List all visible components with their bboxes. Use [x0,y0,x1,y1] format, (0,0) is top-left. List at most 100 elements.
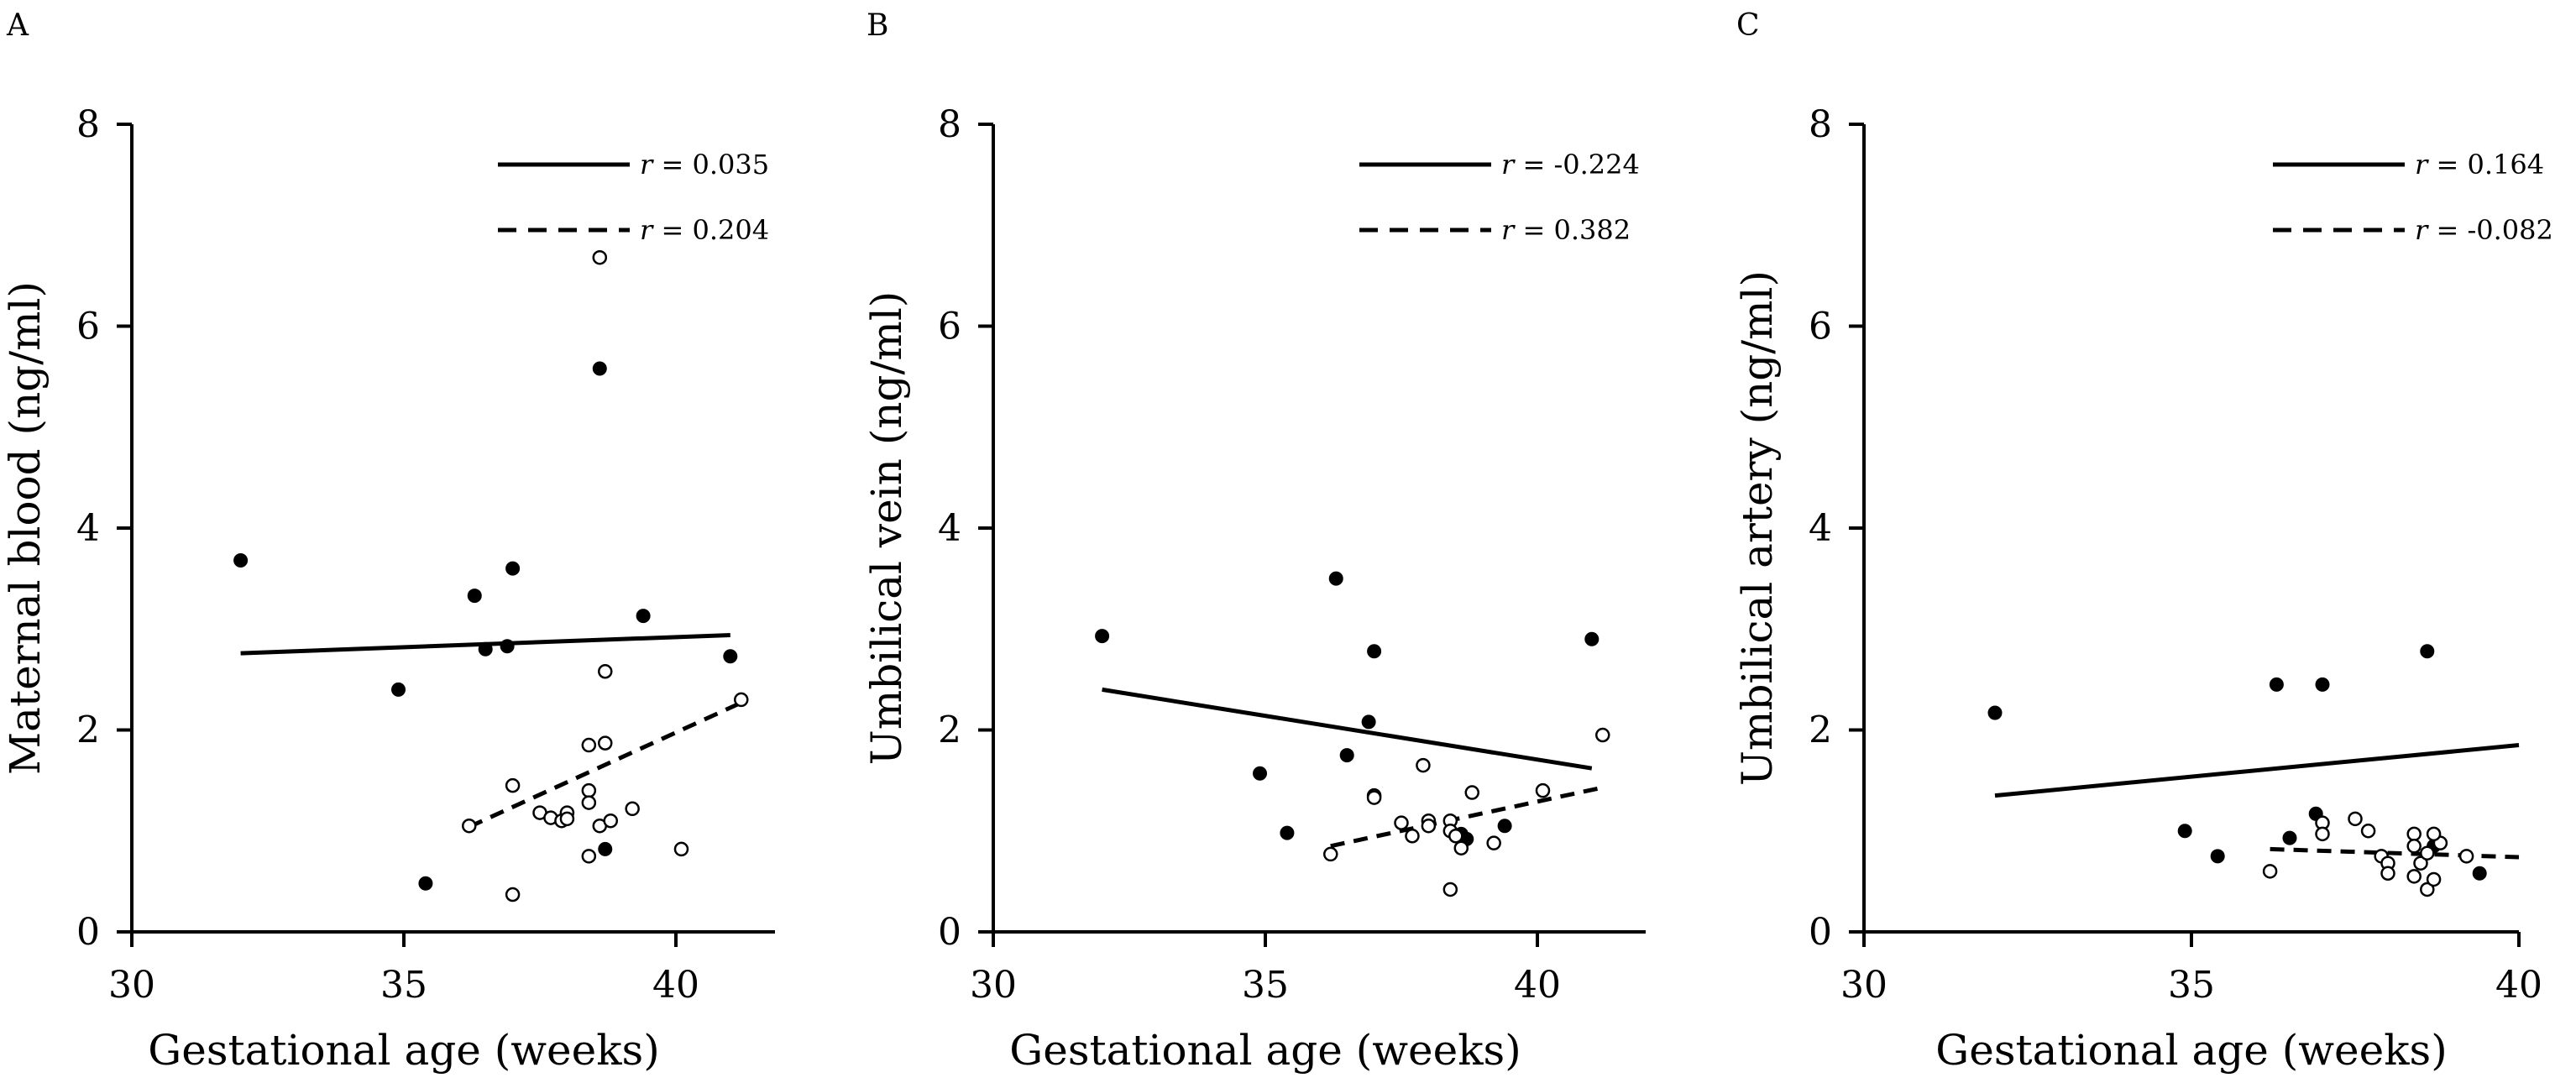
data-point-filled [598,841,613,856]
data-point-filled [478,641,493,657]
y-tick-label: 2 [76,709,100,752]
panel-a: A 0 2 4 6 8 30 35 40 Gestational age (weeks) Mater… [1,8,775,1075]
x-axis-title: Gestational age (weeks) [148,1026,659,1075]
data-point-open [734,692,749,708]
data-point-filled [1095,629,1110,644]
data-point-open [2420,845,2435,861]
x-tick-label: 35 [1242,964,1289,1007]
legend-label: r = 0.382 [1501,214,1631,246]
data-point-open [1421,818,1437,834]
data-point-open [581,849,597,864]
data-point-filled [1339,748,1354,763]
panel-b: B 0 2 4 6 8 30 35 40 Gestational age (weeks) Umbil… [862,8,1646,1075]
data-point-open [1535,782,1551,798]
data-point-open [1595,727,1610,743]
legend-r-value: = 0.382 [1514,214,1631,246]
y-tick-label: 4 [1809,507,1832,550]
x-tick-label: 40 [2495,964,2542,1007]
data-point-open [1405,829,1420,844]
data-point-filled [1253,766,1268,781]
legend-r-value: = -0.224 [1514,149,1640,180]
panel-c: C 0 2 4 6 8 30 35 40 Gestational age (weeks) Umbil… [1733,8,2553,1075]
data-point-open [603,813,618,829]
legend-r-symbol: r [2415,149,2429,180]
data-point-filled [391,682,406,697]
data-point-filled [1280,825,1295,840]
y-tick-label: 0 [76,911,100,954]
data-point-filled [2282,830,2297,845]
data-point-open [2406,839,2422,854]
data-point-filled [2269,677,2284,692]
y-tick-label: 0 [938,911,961,954]
y-axis-title: Maternal blood (ng/ml) [1,281,50,775]
x-tick-label: 40 [652,964,699,1007]
data-point-filled [2420,644,2435,659]
data-point-open [2360,824,2376,839]
y-tick-label: 8 [1809,103,1832,146]
data-point-filled [1361,714,1376,730]
data-point-filled [467,589,482,604]
data-point-open [1394,815,1409,830]
data-point-open [598,664,613,679]
data-point-open [592,249,608,265]
data-point-open [462,818,477,834]
data-point-filled [233,552,249,568]
y-tick-label: 6 [1809,306,1832,348]
legend-r-symbol: r [640,149,654,180]
data-point-filled [723,649,738,664]
y-tick-label: 6 [938,306,961,348]
data-point-open [1442,882,1458,897]
data-point-filled [1367,644,1382,659]
fit-line-dashed [468,700,742,829]
panel-letter: B [867,8,888,43]
data-point-filled [2177,824,2192,839]
data-point-filled [1497,819,1512,834]
y-axis-title: Umbilical vein (ng/ml) [862,291,911,766]
data-point-filled [505,561,521,576]
data-point-open [2406,869,2422,884]
data-point-open [2413,855,2428,871]
data-point-open [673,841,689,857]
data-point-open [559,811,575,827]
y-tick-label: 4 [76,507,100,550]
data-point-filled [500,639,515,654]
data-point-open [2426,871,2442,887]
data-point-open [598,735,613,751]
data-point-open [2420,882,2435,897]
x-tick-label: 35 [380,964,427,1007]
data-point-filled [592,361,607,376]
legend-r-symbol: r [640,214,654,246]
data-point-filled [2472,866,2487,881]
panel-letter: A [6,8,29,43]
x-tick-label: 30 [1840,964,1887,1007]
y-tick-label: 8 [938,103,961,146]
panel-letter: C [1736,8,1760,43]
legend-label: r = 0.164 [2415,149,2544,180]
legend-label: r = 0.035 [640,149,769,180]
data-point-filled [1987,705,2003,720]
data-point-open [625,801,640,817]
data-point-open [1448,829,1463,844]
data-point-filled [636,609,651,624]
y-tick-label: 2 [1809,709,1832,752]
y-tick-label: 2 [938,709,961,752]
legend-r-symbol: r [2415,214,2429,246]
data-point-filled [1584,631,1600,646]
legend-r-value: = 0.204 [652,214,769,246]
x-tick-label: 30 [970,964,1017,1007]
data-point-open [2426,826,2442,842]
y-tick-label: 4 [938,507,961,550]
x-tick-label: 35 [2168,964,2215,1007]
data-point-open [2315,826,2330,842]
x-tick-label: 40 [1514,964,1561,1007]
fit-line-dashed [2270,846,2520,860]
legend-r-symbol: r [1501,214,1516,246]
data-point-open [2458,849,2474,864]
data-point-open [1323,846,1338,862]
data-point-filled [2315,677,2330,692]
data-point-open [1486,835,1501,850]
data-point-open [2262,864,2278,879]
data-point-open [581,782,597,798]
fit-line-solid [1102,687,1593,771]
